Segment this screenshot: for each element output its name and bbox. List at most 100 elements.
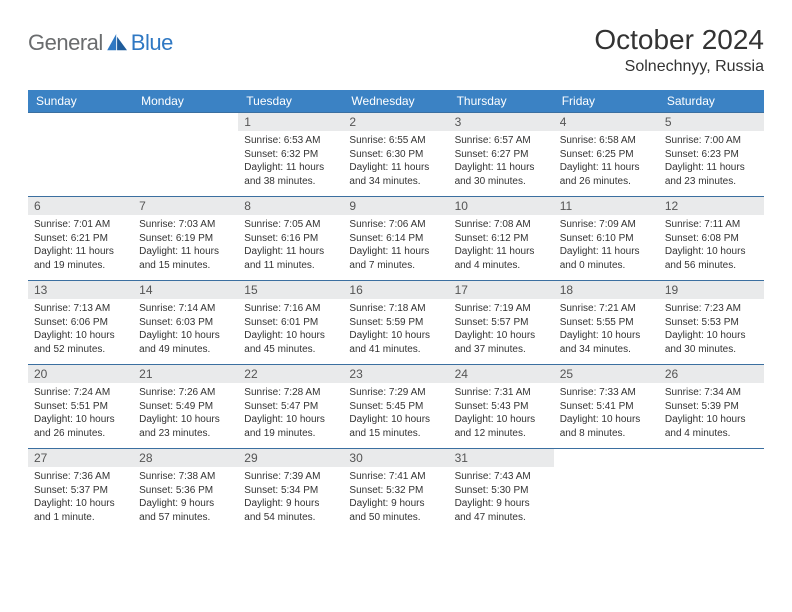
sunset-text: Sunset: 5:57 PM bbox=[455, 316, 548, 330]
daylight-text: Daylight: 9 hours and 57 minutes. bbox=[139, 497, 232, 524]
day-details: Sunrise: 6:58 AMSunset: 6:25 PMDaylight:… bbox=[554, 131, 659, 191]
daylight-text: Daylight: 11 hours and 30 minutes. bbox=[455, 161, 548, 188]
calendar-cell bbox=[659, 449, 764, 533]
day-number: 17 bbox=[449, 281, 554, 299]
day-number: 1 bbox=[238, 113, 343, 131]
day-number: 27 bbox=[28, 449, 133, 467]
calendar-cell: 12Sunrise: 7:11 AMSunset: 6:08 PMDayligh… bbox=[659, 197, 764, 281]
day-number: 7 bbox=[133, 197, 238, 215]
month-title: October 2024 bbox=[594, 24, 764, 56]
sunrise-text: Sunrise: 7:33 AM bbox=[560, 386, 653, 400]
calendar-cell bbox=[28, 113, 133, 197]
daylight-text: Daylight: 10 hours and 15 minutes. bbox=[349, 413, 442, 440]
brand-logo: General Blue bbox=[28, 30, 173, 56]
sunrise-text: Sunrise: 7:28 AM bbox=[244, 386, 337, 400]
sunrise-text: Sunrise: 7:41 AM bbox=[349, 470, 442, 484]
sunset-text: Sunset: 6:10 PM bbox=[560, 232, 653, 246]
sunset-text: Sunset: 5:36 PM bbox=[139, 484, 232, 498]
sunrise-text: Sunrise: 7:05 AM bbox=[244, 218, 337, 232]
calendar-cell: 3Sunrise: 6:57 AMSunset: 6:27 PMDaylight… bbox=[449, 113, 554, 197]
calendar-cell: 18Sunrise: 7:21 AMSunset: 5:55 PMDayligh… bbox=[554, 281, 659, 365]
sunrise-text: Sunrise: 7:16 AM bbox=[244, 302, 337, 316]
sunrise-text: Sunrise: 7:38 AM bbox=[139, 470, 232, 484]
day-details: Sunrise: 7:36 AMSunset: 5:37 PMDaylight:… bbox=[28, 467, 133, 527]
daylight-text: Daylight: 9 hours and 47 minutes. bbox=[455, 497, 548, 524]
daylight-text: Daylight: 11 hours and 4 minutes. bbox=[455, 245, 548, 272]
day-details: Sunrise: 7:19 AMSunset: 5:57 PMDaylight:… bbox=[449, 299, 554, 359]
sunrise-text: Sunrise: 7:26 AM bbox=[139, 386, 232, 400]
daylight-text: Daylight: 10 hours and 34 minutes. bbox=[560, 329, 653, 356]
logo-sail-icon bbox=[107, 34, 129, 52]
logo-text-part2: Blue bbox=[131, 30, 173, 56]
weekday-header: Thursday bbox=[449, 90, 554, 113]
day-number: 24 bbox=[449, 365, 554, 383]
calendar-page: General Blue October 2024 Solnechnyy, Ru… bbox=[0, 0, 792, 557]
day-details: Sunrise: 7:11 AMSunset: 6:08 PMDaylight:… bbox=[659, 215, 764, 275]
daylight-text: Daylight: 11 hours and 15 minutes. bbox=[139, 245, 232, 272]
weekday-header: Saturday bbox=[659, 90, 764, 113]
calendar-cell: 6Sunrise: 7:01 AMSunset: 6:21 PMDaylight… bbox=[28, 197, 133, 281]
day-details: Sunrise: 7:03 AMSunset: 6:19 PMDaylight:… bbox=[133, 215, 238, 275]
day-details: Sunrise: 7:00 AMSunset: 6:23 PMDaylight:… bbox=[659, 131, 764, 191]
day-details: Sunrise: 7:28 AMSunset: 5:47 PMDaylight:… bbox=[238, 383, 343, 443]
day-number: 19 bbox=[659, 281, 764, 299]
sunset-text: Sunset: 6:08 PM bbox=[665, 232, 758, 246]
day-number: 31 bbox=[449, 449, 554, 467]
sunset-text: Sunset: 6:27 PM bbox=[455, 148, 548, 162]
calendar-week-row: 13Sunrise: 7:13 AMSunset: 6:06 PMDayligh… bbox=[28, 281, 764, 365]
weekday-header: Wednesday bbox=[343, 90, 448, 113]
sunset-text: Sunset: 5:41 PM bbox=[560, 400, 653, 414]
daylight-text: Daylight: 10 hours and 1 minute. bbox=[34, 497, 127, 524]
sunset-text: Sunset: 6:16 PM bbox=[244, 232, 337, 246]
day-number: 12 bbox=[659, 197, 764, 215]
sunrise-text: Sunrise: 7:18 AM bbox=[349, 302, 442, 316]
title-block: October 2024 Solnechnyy, Russia bbox=[594, 24, 764, 76]
daylight-text: Daylight: 10 hours and 19 minutes. bbox=[244, 413, 337, 440]
day-number: 22 bbox=[238, 365, 343, 383]
sunset-text: Sunset: 5:53 PM bbox=[665, 316, 758, 330]
sunset-text: Sunset: 6:14 PM bbox=[349, 232, 442, 246]
sunrise-text: Sunrise: 7:03 AM bbox=[139, 218, 232, 232]
sunrise-text: Sunrise: 6:53 AM bbox=[244, 134, 337, 148]
sunrise-text: Sunrise: 7:09 AM bbox=[560, 218, 653, 232]
calendar-cell: 19Sunrise: 7:23 AMSunset: 5:53 PMDayligh… bbox=[659, 281, 764, 365]
daylight-text: Daylight: 11 hours and 7 minutes. bbox=[349, 245, 442, 272]
daylight-text: Daylight: 10 hours and 52 minutes. bbox=[34, 329, 127, 356]
calendar-cell bbox=[554, 449, 659, 533]
daylight-text: Daylight: 10 hours and 23 minutes. bbox=[139, 413, 232, 440]
day-details: Sunrise: 7:41 AMSunset: 5:32 PMDaylight:… bbox=[343, 467, 448, 527]
calendar-cell: 13Sunrise: 7:13 AMSunset: 6:06 PMDayligh… bbox=[28, 281, 133, 365]
sunrise-text: Sunrise: 7:24 AM bbox=[34, 386, 127, 400]
sunset-text: Sunset: 6:19 PM bbox=[139, 232, 232, 246]
day-number: 29 bbox=[238, 449, 343, 467]
logo-text-part1: General bbox=[28, 30, 103, 56]
day-details: Sunrise: 7:43 AMSunset: 5:30 PMDaylight:… bbox=[449, 467, 554, 527]
daylight-text: Daylight: 11 hours and 38 minutes. bbox=[244, 161, 337, 188]
sunset-text: Sunset: 6:06 PM bbox=[34, 316, 127, 330]
sunrise-text: Sunrise: 7:08 AM bbox=[455, 218, 548, 232]
calendar-cell: 10Sunrise: 7:08 AMSunset: 6:12 PMDayligh… bbox=[449, 197, 554, 281]
weekday-header: Tuesday bbox=[238, 90, 343, 113]
sunset-text: Sunset: 5:32 PM bbox=[349, 484, 442, 498]
calendar-cell: 9Sunrise: 7:06 AMSunset: 6:14 PMDaylight… bbox=[343, 197, 448, 281]
day-details: Sunrise: 7:13 AMSunset: 6:06 PMDaylight:… bbox=[28, 299, 133, 359]
day-number: 3 bbox=[449, 113, 554, 131]
sunrise-text: Sunrise: 7:34 AM bbox=[665, 386, 758, 400]
calendar-cell: 4Sunrise: 6:58 AMSunset: 6:25 PMDaylight… bbox=[554, 113, 659, 197]
day-details: Sunrise: 7:14 AMSunset: 6:03 PMDaylight:… bbox=[133, 299, 238, 359]
sunrise-text: Sunrise: 7:29 AM bbox=[349, 386, 442, 400]
daylight-text: Daylight: 10 hours and 8 minutes. bbox=[560, 413, 653, 440]
daylight-text: Daylight: 11 hours and 23 minutes. bbox=[665, 161, 758, 188]
calendar-cell: 24Sunrise: 7:31 AMSunset: 5:43 PMDayligh… bbox=[449, 365, 554, 449]
sunset-text: Sunset: 5:47 PM bbox=[244, 400, 337, 414]
calendar-cell: 17Sunrise: 7:19 AMSunset: 5:57 PMDayligh… bbox=[449, 281, 554, 365]
daylight-text: Daylight: 10 hours and 41 minutes. bbox=[349, 329, 442, 356]
calendar-cell: 31Sunrise: 7:43 AMSunset: 5:30 PMDayligh… bbox=[449, 449, 554, 533]
calendar-cell: 11Sunrise: 7:09 AMSunset: 6:10 PMDayligh… bbox=[554, 197, 659, 281]
sunset-text: Sunset: 6:21 PM bbox=[34, 232, 127, 246]
sunrise-text: Sunrise: 6:55 AM bbox=[349, 134, 442, 148]
day-details: Sunrise: 7:01 AMSunset: 6:21 PMDaylight:… bbox=[28, 215, 133, 275]
calendar-week-row: 6Sunrise: 7:01 AMSunset: 6:21 PMDaylight… bbox=[28, 197, 764, 281]
sunrise-text: Sunrise: 6:58 AM bbox=[560, 134, 653, 148]
day-details: Sunrise: 7:33 AMSunset: 5:41 PMDaylight:… bbox=[554, 383, 659, 443]
